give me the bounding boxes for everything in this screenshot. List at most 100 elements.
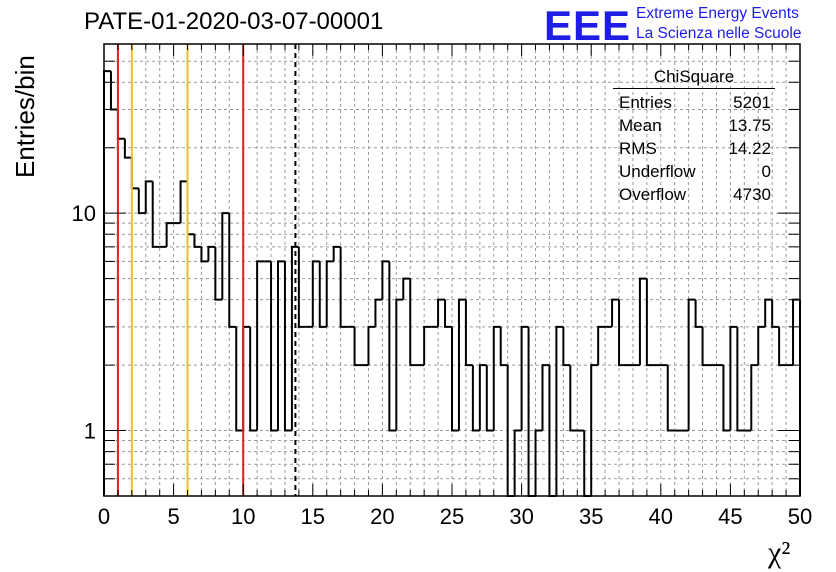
stats-label: Overflow bbox=[619, 185, 687, 204]
stats-label: Entries bbox=[619, 93, 672, 112]
x-tick-label: 0 bbox=[98, 504, 110, 529]
histogram-bin bbox=[750, 364, 759, 431]
histogram-bin bbox=[722, 365, 731, 432]
histogram-bin bbox=[137, 188, 146, 215]
x-tick-label: 20 bbox=[370, 504, 394, 529]
histogram-bin bbox=[165, 222, 174, 247]
histogram-bin bbox=[541, 364, 550, 431]
histogram-bin bbox=[513, 429, 522, 496]
histogram-bin bbox=[485, 365, 494, 432]
histogram-bin bbox=[388, 261, 397, 432]
x-tick-label: 45 bbox=[718, 504, 742, 529]
histogram-bin bbox=[555, 325, 564, 496]
plot-frame bbox=[103, 43, 801, 497]
histogram-bin bbox=[492, 325, 501, 431]
stats-value: 5201 bbox=[733, 93, 771, 112]
histogram-bin bbox=[332, 245, 341, 262]
histogram-bin bbox=[249, 326, 258, 432]
histogram-bin bbox=[478, 364, 487, 431]
stats-label: Mean bbox=[619, 116, 662, 135]
x-tick-label: 35 bbox=[579, 504, 603, 529]
histogram-bin bbox=[123, 138, 132, 159]
stats-value: 4730 bbox=[733, 185, 771, 204]
histogram-bin bbox=[207, 245, 216, 262]
histogram-bin bbox=[297, 246, 306, 328]
histogram-bin bbox=[701, 326, 710, 367]
histogram-bin bbox=[562, 326, 571, 367]
logo-line-2: La Scienza nelle Scuole bbox=[636, 25, 802, 42]
histogram-bin bbox=[318, 261, 327, 328]
stats-title: ChiSquare bbox=[613, 66, 775, 89]
histogram-bin bbox=[221, 212, 230, 300]
histogram-bin bbox=[339, 246, 348, 328]
histogram-bin bbox=[694, 299, 703, 328]
stats-label: Underflow bbox=[619, 162, 696, 181]
histogram-bin bbox=[778, 326, 787, 367]
histogram-bin bbox=[590, 364, 599, 496]
histogram-bin bbox=[242, 325, 251, 431]
histogram-bin bbox=[200, 246, 209, 263]
x-tick-label: 25 bbox=[440, 504, 464, 529]
stats-row-entries: Entries 5201 bbox=[611, 91, 777, 114]
histogram-bin bbox=[144, 180, 153, 214]
histogram-bin bbox=[186, 181, 195, 236]
stats-value: 13.75 bbox=[728, 116, 771, 135]
histogram-bin bbox=[103, 70, 111, 496]
histogram-bin bbox=[374, 298, 383, 327]
histogram-bin bbox=[290, 245, 299, 431]
histogram-bin bbox=[729, 325, 738, 431]
histogram-bin bbox=[381, 260, 390, 300]
histogram-bin bbox=[277, 260, 285, 431]
histogram-bin bbox=[193, 234, 202, 248]
stats-value: 0 bbox=[761, 162, 771, 181]
histogram-bin bbox=[270, 261, 278, 432]
axes: 0 5 10 15 20 25 30 35 40 45 50 1 10 bbox=[72, 43, 812, 529]
x-tick-label: 30 bbox=[509, 504, 533, 529]
stats-row-rms: RMS 14.22 bbox=[611, 137, 777, 160]
histogram-bin bbox=[130, 157, 139, 190]
logo-line-1: Extreme Energy Events bbox=[636, 5, 799, 22]
histogram-bin bbox=[520, 325, 529, 431]
histogram-bin bbox=[116, 109, 125, 140]
histogram-bin bbox=[283, 261, 292, 432]
histogram-bin bbox=[534, 429, 543, 496]
histogram-bin bbox=[451, 326, 459, 432]
histogram-bin bbox=[325, 260, 334, 327]
histogram-bin bbox=[457, 298, 466, 431]
histogram-bin bbox=[214, 246, 223, 301]
histogram-bin bbox=[228, 213, 237, 328]
histogram-bin bbox=[437, 298, 446, 327]
x-tick-label: 40 bbox=[649, 504, 673, 529]
x-tick-label: 10 bbox=[231, 504, 255, 529]
histogram-bin bbox=[771, 299, 780, 328]
histogram-bin bbox=[687, 298, 696, 431]
histogram-bin bbox=[597, 325, 606, 366]
histogram-bin bbox=[666, 365, 675, 432]
histogram-bin bbox=[256, 260, 265, 431]
histogram-bin bbox=[235, 326, 244, 432]
y-axis-label: Entries/bin bbox=[10, 55, 40, 178]
histogram-bin bbox=[569, 365, 578, 432]
stats-value: 14.22 bbox=[728, 139, 771, 158]
histogram-bin bbox=[395, 298, 404, 431]
x-tick-label: 15 bbox=[301, 504, 325, 529]
stats-box: ChiSquare Entries 5201 Mean 13.75 RMS 14… bbox=[611, 66, 777, 206]
chart-title: PATE-01-2020-03-07-00001 bbox=[84, 8, 384, 35]
histogram-bin bbox=[471, 365, 480, 432]
histogram-bin bbox=[764, 298, 773, 327]
histogram-bin bbox=[151, 181, 160, 248]
eee-logo: EEE bbox=[544, 2, 632, 49]
histogram-bin bbox=[464, 299, 473, 367]
histogram-bin bbox=[499, 326, 508, 367]
y-tick-label: 1 bbox=[84, 419, 96, 444]
histogram-bin bbox=[527, 326, 536, 497]
stats-row-overflow: Overflow 4730 bbox=[611, 183, 777, 206]
histogram-bin bbox=[423, 325, 432, 366]
x-tick-label: 5 bbox=[167, 504, 179, 529]
histogram-bin bbox=[179, 180, 188, 224]
x-tick-label: 50 bbox=[788, 504, 812, 529]
histogram-bin bbox=[353, 326, 362, 367]
histogram-bin bbox=[736, 326, 745, 432]
histogram-bin bbox=[402, 277, 411, 300]
